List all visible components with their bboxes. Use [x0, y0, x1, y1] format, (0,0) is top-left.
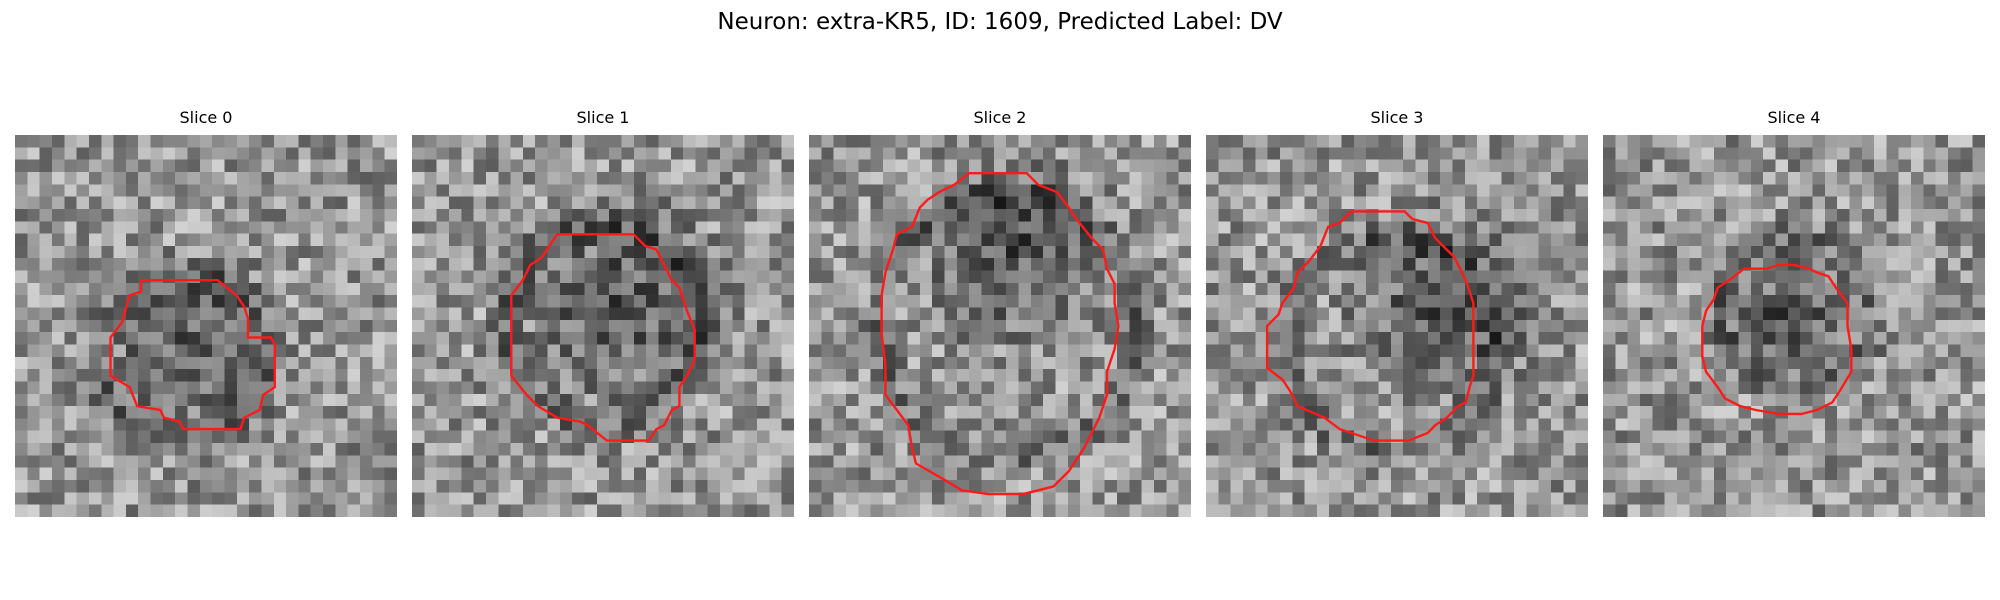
- slice-panel: Slice 1: [412, 108, 794, 517]
- neuron-contour: [880, 172, 1120, 496]
- slice-panel: Slice 2: [809, 108, 1191, 517]
- pixel-grid: [809, 135, 1191, 517]
- slice-image: [1603, 135, 1985, 517]
- slice-image: [412, 135, 794, 517]
- pixel-grid: [15, 135, 397, 517]
- slice-title: Slice 0: [179, 108, 233, 127]
- slice-image: [15, 135, 397, 517]
- slice-title: Slice 4: [1767, 108, 1821, 127]
- slice-panel: Slice 4: [1603, 108, 1985, 517]
- neuron-contour: [1265, 210, 1475, 442]
- slice-image: [1206, 135, 1588, 517]
- figure-title: Neuron: extra-KR5, ID: 1609, Predicted L…: [717, 9, 1283, 35]
- slice-image: [809, 135, 1191, 517]
- slice-panel: Slice 3: [1206, 108, 1588, 517]
- pixel-grid: [1206, 135, 1588, 517]
- pixel-grid: [412, 135, 794, 517]
- slice-title: Slice 1: [576, 108, 630, 127]
- neuron-contour: [510, 233, 696, 442]
- slice-panel: Slice 0: [15, 108, 397, 517]
- neuron-contour: [109, 278, 276, 431]
- neuron-contour: [1701, 263, 1853, 416]
- slice-title: Slice 3: [1370, 108, 1424, 127]
- slice-title: Slice 2: [973, 108, 1027, 127]
- pixel-grid: [1603, 135, 1985, 517]
